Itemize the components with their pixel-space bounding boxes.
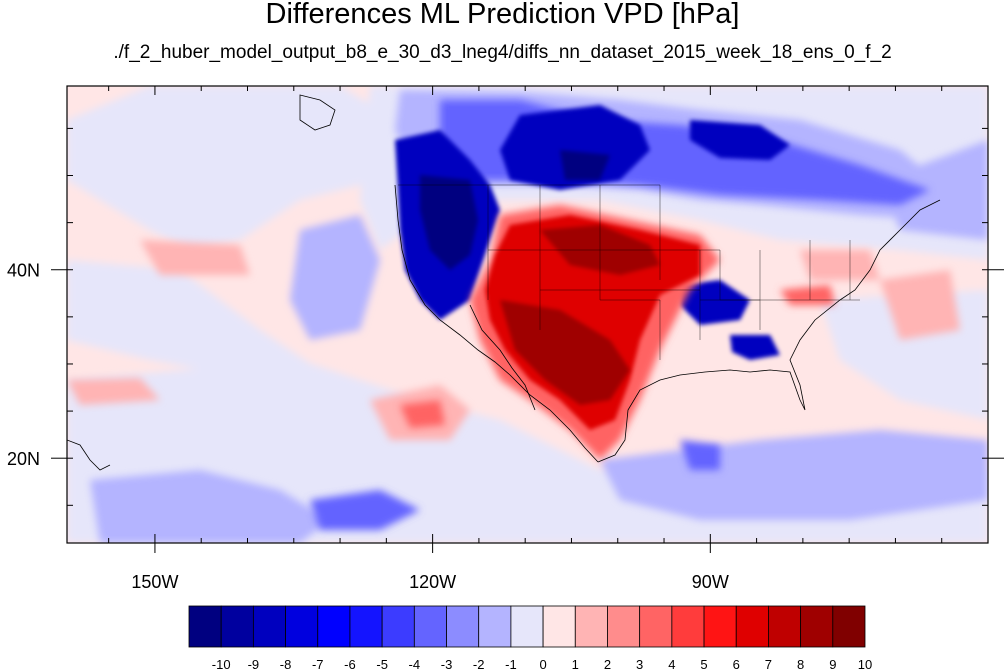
axis-tick-labels: 150W 120W 90W 40N 20N	[7, 261, 729, 592]
colorbar-label: 10	[858, 657, 872, 672]
plot-frame	[66, 85, 989, 544]
colorbar-swatch	[639, 605, 673, 648]
map-subtitle: ./f_2_huber_model_output_b8_e_30_d3_lneg…	[113, 42, 892, 63]
colorbar-swatch	[478, 605, 512, 648]
colorbar-swatch	[349, 605, 383, 648]
colorbar-swatch	[671, 605, 705, 648]
colorbar-label: 2	[604, 657, 611, 672]
colorbar-label: -10	[212, 657, 231, 672]
state-borders	[398, 184, 860, 360]
dark-red-zones	[485, 215, 700, 430]
colorbar-label: 7	[765, 657, 772, 672]
colorbar-swatch	[381, 605, 415, 648]
axis-ticks	[51, 86, 1004, 553]
colorbar-swatch	[735, 605, 769, 648]
x-tick-label: 90W	[692, 572, 729, 592]
colorbar-label: -8	[280, 657, 292, 672]
colorbar-swatch	[285, 605, 319, 648]
colorbar-swatch	[574, 605, 608, 648]
colorbar-labels: -10 -9 -8 -7 -6 -5 -4 -3 -2 -1 0 1 2 3 4 5 6 7 8 9 10	[212, 657, 872, 672]
colorbar-swatch	[317, 605, 351, 648]
colorbar-label: 0	[539, 657, 546, 672]
colorbar-swatch	[220, 605, 254, 648]
colorbar-swatch	[542, 605, 576, 648]
colorbar-label: -7	[312, 657, 324, 672]
colorbar-label: 4	[668, 657, 675, 672]
x-tick-label: 120W	[409, 572, 456, 592]
colorbar-label: 1	[572, 657, 579, 672]
darkest-blue-zones	[420, 150, 610, 270]
colorbar-label: -3	[441, 657, 453, 672]
x-tick-label: 150W	[131, 572, 178, 592]
colorbar-swatch	[832, 605, 866, 648]
colorbar-swatch	[607, 605, 641, 648]
map-title: Differences ML Prediction VPD [hPa]	[265, 0, 740, 30]
colorbar-swatch	[768, 605, 802, 648]
colorbar	[188, 605, 866, 648]
colorbar-swatch	[413, 605, 447, 648]
colorbar-label: -2	[473, 657, 485, 672]
colorbar-label: 9	[829, 657, 836, 672]
colorbar-label: -6	[344, 657, 356, 672]
colorbar-swatch	[188, 605, 222, 648]
colorbar-label: 5	[700, 657, 707, 672]
colorbar-swatch	[252, 605, 286, 648]
colorbar-label: 8	[797, 657, 804, 672]
colorbar-swatch	[446, 605, 480, 648]
y-tick-label: 20N	[7, 449, 40, 469]
colorbar-swatch	[703, 605, 737, 648]
colorbar-label: -4	[409, 657, 421, 672]
coastlines	[67, 94, 941, 471]
colorbar-label: -9	[248, 657, 260, 672]
colorbar-label: 3	[636, 657, 643, 672]
y-tick-label: 40N	[7, 261, 40, 281]
colorbar-swatch	[510, 605, 544, 648]
colorbar-swatch	[800, 605, 834, 648]
colorbar-label: -1	[505, 657, 517, 672]
colorbar-label: -5	[376, 657, 388, 672]
data-field	[67, 86, 988, 543]
colorbar-label: 6	[733, 657, 740, 672]
